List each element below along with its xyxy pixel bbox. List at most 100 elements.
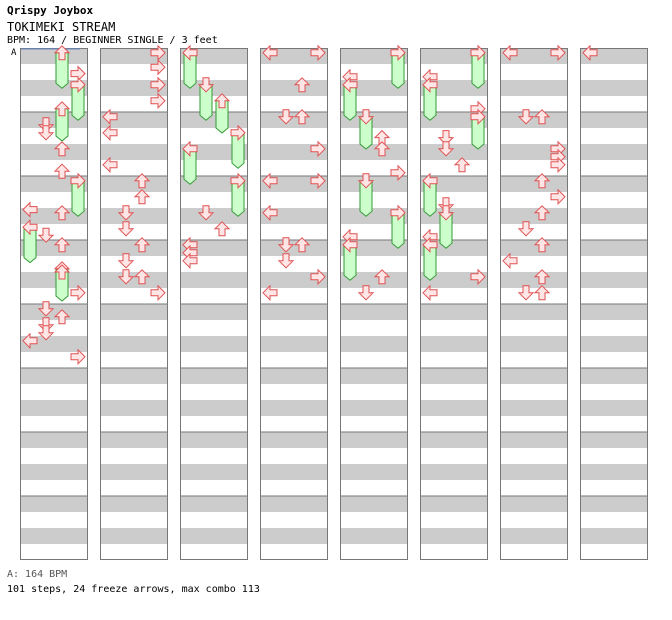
- up-arrow: [533, 205, 551, 221]
- beat-stripe: [340, 496, 408, 512]
- right-arrow: [310, 140, 326, 158]
- arrow-head: [37, 301, 55, 317]
- arrow-head: [502, 252, 518, 270]
- beat-stripe: [260, 304, 328, 320]
- down-arrow-freeze: [357, 173, 375, 217]
- beat-stripe: [180, 304, 248, 320]
- arrow-head: [293, 77, 311, 93]
- up-arrow: [533, 237, 551, 253]
- right-arrow: [70, 284, 86, 302]
- beat-stripe: [100, 240, 168, 256]
- arrow-head: [277, 109, 295, 125]
- beat-stripe: [500, 304, 568, 320]
- arrow-head: [422, 76, 438, 94]
- beat-stripe: [500, 336, 568, 352]
- beat-stripe: [420, 144, 488, 160]
- arrow-head: [150, 58, 166, 76]
- right-arrow-freeze: [70, 172, 86, 217]
- left-arrow: [22, 332, 38, 350]
- left-arrow-freeze: [422, 76, 438, 121]
- down-arrow: [517, 109, 535, 125]
- arrow-head: [533, 205, 551, 221]
- arrow-head: [373, 141, 391, 157]
- down-arrow-freeze: [357, 109, 375, 150]
- beat-stripe: [420, 400, 488, 416]
- beat-stripe: [500, 368, 568, 384]
- beat-stripe: [580, 432, 648, 448]
- right-arrow: [470, 268, 486, 286]
- beat-stripe: [500, 432, 568, 448]
- beat-stripe: [20, 48, 88, 64]
- beat-stripe: [580, 112, 648, 128]
- chart-stats: 101 steps, 24 freeze arrows, max combo 1…: [7, 584, 260, 595]
- beat-stripe: [500, 496, 568, 512]
- arrow-head: [517, 109, 535, 125]
- beat-stripe: [180, 272, 248, 288]
- left-arrow: [582, 44, 598, 62]
- column-border: [500, 48, 568, 560]
- arrow-head: [70, 284, 86, 302]
- arrow-head: [182, 44, 198, 62]
- left-arrow-freeze: [342, 76, 358, 121]
- beat-stripe: [340, 400, 408, 416]
- beat-stripe: [180, 400, 248, 416]
- arrow-head: [133, 237, 151, 253]
- brand-title: Qrispy Joybox: [7, 4, 94, 17]
- down-arrow: [117, 205, 135, 221]
- left-arrow-freeze: [182, 44, 198, 89]
- arrow-head: [310, 140, 326, 158]
- beat-stripe: [340, 272, 408, 288]
- beat-stripe: [420, 528, 488, 544]
- beat-stripe: [260, 80, 328, 96]
- arrow-head: [437, 141, 455, 157]
- left-arrow: [262, 204, 278, 222]
- arrow-head: [502, 44, 518, 62]
- beat-stripe: [260, 400, 328, 416]
- beat-stripe: [20, 272, 88, 288]
- arrow-head: [230, 124, 246, 142]
- beat-stripe: [180, 496, 248, 512]
- arrow-head: [533, 109, 551, 125]
- up-arrow: [533, 269, 551, 285]
- arrow-head: [102, 156, 118, 174]
- beat-stripe: [500, 208, 568, 224]
- beat-stripe: [340, 528, 408, 544]
- arrow-head: [53, 163, 71, 179]
- arrow-head: [262, 172, 278, 190]
- right-arrow: [310, 44, 326, 62]
- arrow-head: [342, 76, 358, 94]
- beat-stripe: [580, 272, 648, 288]
- beat-stripe: [340, 336, 408, 352]
- arrow-head: [150, 92, 166, 110]
- arrow-head: [197, 77, 215, 93]
- down-arrow: [37, 301, 55, 317]
- right-arrow: [150, 284, 166, 302]
- arrow-head: [357, 173, 375, 189]
- left-arrow-freeze: [342, 236, 358, 281]
- beat-stripe: [20, 496, 88, 512]
- right-arrow-freeze: [230, 124, 246, 169]
- beat-stripe: [580, 208, 648, 224]
- bpm-legend: A: 164 BPM: [7, 569, 68, 580]
- up-arrow: [373, 141, 391, 157]
- column-border: [100, 48, 168, 560]
- left-arrow-freeze: [22, 218, 38, 264]
- up-arrow: [53, 205, 71, 221]
- step-chart: [20, 44, 648, 560]
- down-arrow: [117, 253, 135, 269]
- beat-stripe: [500, 176, 568, 192]
- up-arrow: [453, 157, 471, 173]
- beat-stripe: [340, 368, 408, 384]
- down-arrow: [37, 125, 55, 141]
- arrow-head: [310, 44, 326, 62]
- beat-stripe: [340, 304, 408, 320]
- beat-stripe: [20, 432, 88, 448]
- left-arrow: [102, 156, 118, 174]
- arrow-head: [133, 173, 151, 189]
- beat-stripe: [100, 144, 168, 160]
- beat-stripe: [500, 240, 568, 256]
- beat-stripe: [260, 528, 328, 544]
- column-border: [580, 48, 648, 560]
- beat-stripe: [580, 240, 648, 256]
- arrow-head: [150, 44, 166, 62]
